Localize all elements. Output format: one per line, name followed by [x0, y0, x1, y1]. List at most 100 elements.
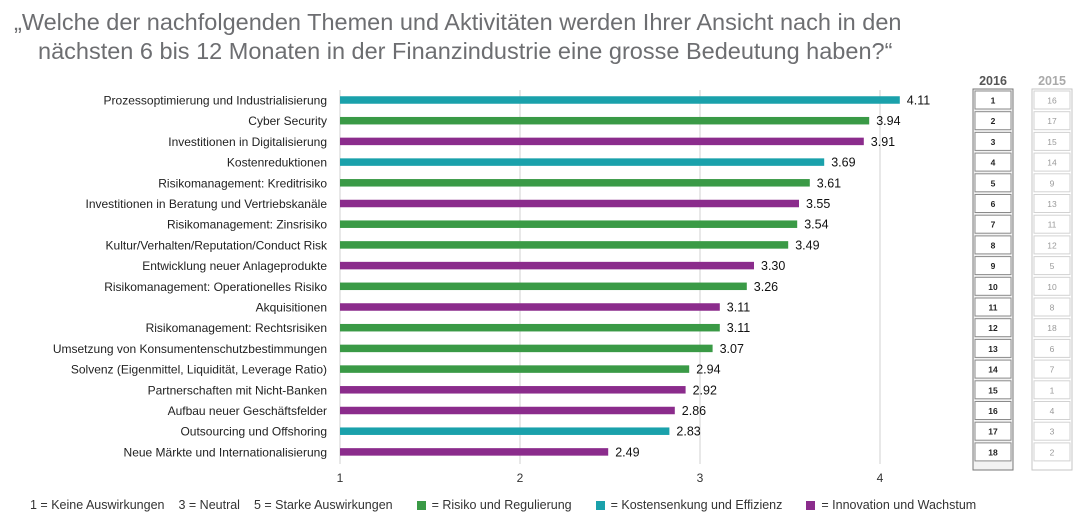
bar: [340, 386, 686, 394]
bar-value-label: 3.30: [761, 259, 785, 273]
rank-value: 15: [1047, 137, 1057, 147]
category-label: Risikomanagement: Zinsrisiko: [167, 218, 327, 232]
legend-swatch-risk: [416, 500, 426, 510]
rank-value: 3: [1050, 427, 1055, 437]
category-label: Risikomanagement: Kreditrisiko: [158, 176, 327, 190]
rank-value: 9: [991, 261, 996, 271]
rank-cell: [974, 276, 1012, 296]
rank-cell: [974, 318, 1012, 338]
rank-column-header: 2015: [1038, 74, 1066, 88]
bar-value-label: 3.54: [804, 218, 828, 232]
category-label: Umsetzung von Konsumentenschutzbestimmun…: [53, 342, 327, 356]
bar: [340, 179, 810, 187]
category-label: Risikomanagement: Operationelles Risiko: [104, 280, 327, 294]
rank-cell: [1033, 276, 1071, 296]
rank-cell: [1033, 380, 1071, 400]
category-label: Partnerschaften mit Nicht-Banken: [148, 383, 327, 397]
bar: [340, 241, 789, 249]
rank-value: 2: [991, 116, 996, 126]
category-label: Kostenreduktionen: [227, 156, 327, 170]
rank-cell: [1033, 194, 1071, 213]
bar: [340, 137, 864, 146]
bar-value-label: 3.91: [871, 135, 895, 149]
chart-title: „Welche der nachfolgenden Themen und Akt…: [14, 8, 1014, 66]
rank-value: 9: [1050, 178, 1055, 188]
category-label: Cyber Security: [248, 114, 327, 128]
rank-cell: [1033, 111, 1071, 131]
rank-cell: [1033, 235, 1071, 255]
rank-value: 2: [1050, 447, 1055, 457]
legend-label-innovation: = Innovation und Wachstum: [821, 498, 977, 512]
rank-value: 16: [988, 406, 998, 416]
bar: [340, 323, 720, 332]
bar: [340, 261, 754, 270]
rank-value: 4: [991, 158, 996, 168]
x-tick-label: 4: [877, 471, 884, 485]
rank-cell: [974, 421, 1012, 441]
bar-value-label: 2.83: [676, 425, 700, 439]
rank-value: 18: [1047, 323, 1057, 333]
legend-item-cost: = Kostensenkung und Effizienz: [595, 498, 782, 512]
bar: [340, 427, 670, 435]
bar-value-label: 2.94: [696, 363, 720, 377]
rank-cell: [1033, 338, 1071, 358]
rank-cell: [1033, 256, 1071, 276]
rank-cell: [974, 194, 1012, 213]
rank-cell: [974, 338, 1012, 358]
bar-value-label: 3.69: [831, 156, 855, 170]
legend-swatch-innovation: [806, 500, 816, 510]
bar-value-label: 2.92: [693, 383, 717, 397]
rank-cell: [1033, 152, 1071, 172]
rank-value: 13: [988, 344, 998, 354]
bar: [340, 448, 609, 456]
bar: [340, 220, 798, 228]
legend-swatch-cost: [595, 500, 605, 510]
rank-cell: [974, 131, 1012, 151]
legend-scale-1: 1 = Keine Auswirkungen: [30, 498, 165, 512]
rank-value: 4: [1050, 406, 1055, 416]
rank-cell: [1033, 214, 1071, 234]
rank-value: 5: [991, 178, 996, 188]
bar-value-label: 4.11: [907, 94, 930, 108]
rank-cell: [974, 214, 1012, 234]
rank-value: 15: [988, 385, 998, 395]
rank-cell: [974, 256, 1012, 276]
bar: [340, 158, 825, 166]
bar-value-label: 3.55: [806, 197, 830, 211]
bar-value-label: 2.86: [682, 404, 706, 418]
rank-value: 8: [991, 240, 996, 250]
rank-cell: [1033, 173, 1071, 193]
rank-value: 6: [1050, 344, 1055, 354]
rank-value: 17: [1047, 116, 1057, 126]
rank-cell: [974, 90, 1012, 110]
bar: [340, 365, 690, 373]
category-label: Prozessoptimierung und Industrialisierun…: [104, 94, 327, 108]
rank-cell: [1033, 90, 1071, 110]
category-label: Investitionen in Beratung und Vertriebsk…: [86, 197, 328, 211]
category-label: Solvenz (Eigenmittel, Liquidität, Levera…: [71, 363, 327, 377]
rank-value: 8: [1050, 303, 1055, 313]
rank-value: 6: [991, 199, 996, 209]
bar-value-label: 3.94: [876, 114, 900, 128]
legend-label-risk: = Risiko und Regulierung: [431, 498, 572, 512]
rank-cell: [1033, 401, 1071, 420]
bar-value-label: 2.49: [615, 445, 639, 459]
rank-value: 3: [991, 137, 996, 147]
legend-item-innovation: = Innovation und Wachstum: [806, 498, 976, 512]
rank-cell: [1033, 131, 1071, 151]
category-label: Entwicklung neuer Anlageprodukte: [142, 259, 327, 273]
legend: 1 = Keine Auswirkungen 3 = Neutral 5 = S…: [30, 498, 976, 512]
rank-value: 12: [988, 323, 998, 333]
rank-value: 10: [988, 282, 998, 292]
rank-value: 17: [988, 427, 998, 437]
bar: [340, 282, 747, 291]
legend-scale-3: 3 = Neutral: [178, 498, 240, 512]
rank-value: 1: [1050, 385, 1055, 395]
rank-column-header: 2016: [979, 74, 1007, 88]
rank-cell: [974, 380, 1012, 400]
rank-value: 13: [1047, 199, 1057, 209]
rank-value: 5: [1050, 261, 1055, 271]
rank-value: 16: [1047, 96, 1057, 106]
bar: [340, 96, 900, 104]
